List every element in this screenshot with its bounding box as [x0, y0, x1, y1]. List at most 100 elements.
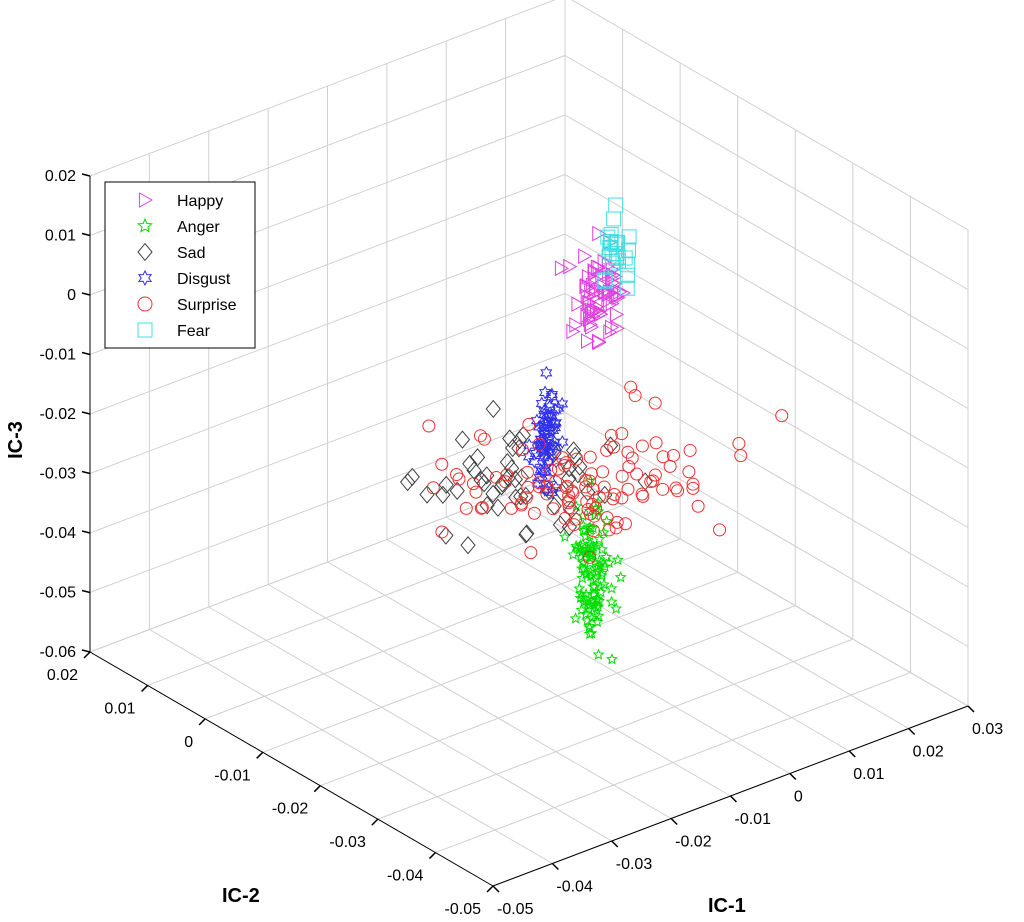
- data-point: [545, 389, 558, 404]
- data-point: [552, 515, 569, 534]
- legend-marker: [137, 242, 153, 262]
- series-fear: [597, 197, 637, 296]
- data-point: [587, 509, 601, 523]
- data-point: [527, 506, 541, 520]
- floor-grid-line: [267, 584, 672, 819]
- data-point: [592, 648, 605, 660]
- data-point: [600, 229, 616, 245]
- data-point: [466, 477, 480, 491]
- data-point: [596, 465, 610, 479]
- data-point: [580, 288, 595, 305]
- data-point: [620, 267, 636, 283]
- legend-marker: [138, 192, 154, 208]
- x-axis-tick: [967, 705, 975, 713]
- data-point: [581, 333, 596, 349]
- data-point: [597, 526, 610, 538]
- data-point: [600, 550, 613, 563]
- data-point: [591, 615, 604, 628]
- data-point: [592, 609, 605, 621]
- floor-grid-line: [386, 539, 791, 774]
- data-point: [583, 311, 598, 328]
- data-point: [559, 456, 573, 470]
- side-wall-grid-line: [570, 0, 969, 231]
- points-layer: [399, 197, 789, 665]
- data-point: [597, 273, 613, 289]
- data-point: [648, 396, 662, 410]
- side-wall-grid-line: [564, 293, 969, 528]
- data-point: [538, 385, 552, 400]
- x-tick-label: -0.02: [675, 834, 712, 851]
- data-point: [565, 441, 582, 460]
- y-axis-tick: [486, 885, 494, 893]
- data-point: [573, 582, 586, 594]
- y-axis-tick: [83, 651, 91, 659]
- legend: Happy Anger Sad Disgust Surprise Fear: [104, 181, 256, 349]
- legend-label: Anger: [177, 219, 220, 236]
- data-point: [609, 306, 625, 323]
- data-point: [485, 484, 501, 504]
- data-point: [474, 501, 488, 515]
- data-point: [605, 582, 618, 594]
- y-tick-label: -0.02: [272, 801, 309, 818]
- x-tick-label: 0.02: [913, 744, 944, 761]
- data-point: [595, 556, 608, 568]
- data-point: [583, 316, 599, 333]
- data-point: [603, 324, 618, 340]
- data-point: [628, 389, 642, 403]
- data-point: [435, 525, 449, 539]
- data-point: [597, 253, 612, 270]
- data-point: [586, 303, 602, 319]
- y-axis-tick: [141, 684, 149, 692]
- data-point: [683, 443, 697, 457]
- y-tick-label: -0.05: [445, 901, 482, 918]
- data-point: [477, 432, 491, 446]
- z-axis-tick: [81, 470, 91, 475]
- data-point: [419, 485, 435, 504]
- data-point: [537, 445, 551, 460]
- data-point: [584, 467, 598, 481]
- back-wall-grid-line: [89, 471, 566, 653]
- series-happy: [554, 225, 632, 351]
- legend-item-happy: Happy: [138, 192, 223, 210]
- data-point: [590, 562, 603, 574]
- data-point: [541, 414, 554, 429]
- data-point: [540, 487, 554, 501]
- data-point: [513, 468, 530, 487]
- floor-grid-line: [377, 638, 854, 820]
- data-point: [473, 429, 487, 443]
- side-wall-grid-line: [564, 174, 969, 409]
- data-point: [521, 480, 535, 494]
- side-wall-grid-line: [564, 471, 969, 707]
- data-point: [500, 468, 514, 482]
- data-point: [476, 473, 492, 493]
- data-point: [545, 415, 558, 431]
- data-point: [450, 467, 464, 481]
- data-point: [592, 225, 607, 242]
- data-point: [558, 459, 572, 473]
- floor-grid-line: [435, 672, 911, 854]
- data-point: [583, 450, 597, 464]
- data-point: [635, 487, 649, 501]
- data-point: [630, 467, 644, 481]
- x-tick-label: -0.03: [616, 856, 653, 873]
- floor-grid-line: [320, 605, 796, 787]
- legend-item-disgust: Disgust: [137, 269, 231, 288]
- data-point: [608, 276, 623, 292]
- data-point: [583, 619, 596, 632]
- y-tick-label: 0.01: [104, 700, 135, 717]
- back-wall-grid-line: [89, 233, 566, 415]
- data-point: [607, 487, 621, 501]
- data-point: [485, 399, 501, 419]
- data-point: [593, 532, 606, 545]
- data-point: [584, 547, 597, 560]
- data-point: [515, 442, 529, 456]
- data-point: [597, 578, 610, 590]
- data-point: [585, 627, 598, 639]
- data-point: [514, 498, 528, 512]
- y-tick-label: -0.03: [329, 834, 366, 851]
- legend-item-surprise: Surprise: [137, 296, 237, 314]
- z-tick-label: -0.03: [40, 466, 77, 483]
- data-point: [503, 459, 520, 478]
- data-point: [507, 470, 523, 489]
- data-point: [584, 521, 597, 534]
